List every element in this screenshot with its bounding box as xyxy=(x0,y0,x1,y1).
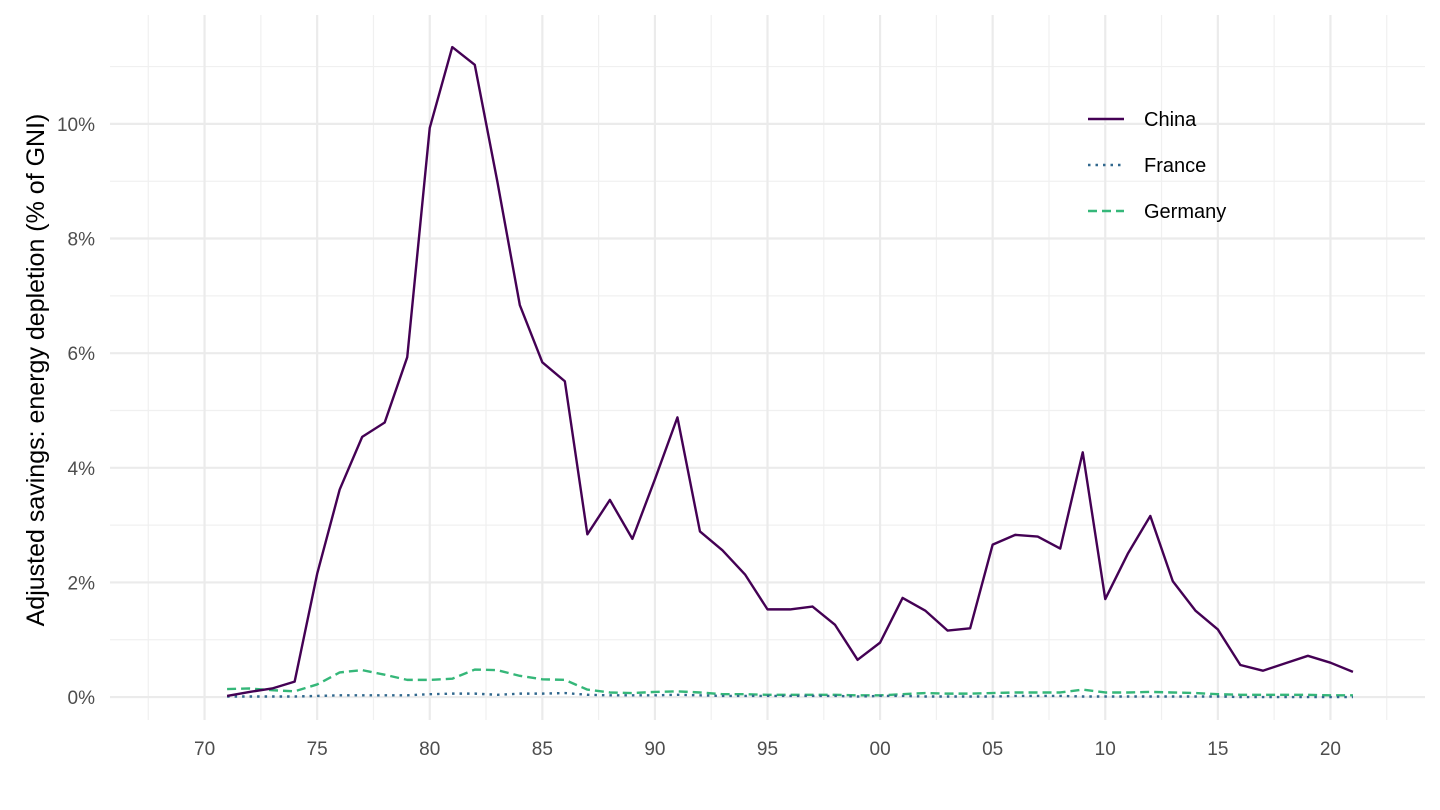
legend-label-germany: Germany xyxy=(1144,201,1226,223)
x-tick-label: 95 xyxy=(757,739,778,760)
x-axis-tick-labels: 70 75 80 85 90 95 00 05 10 15 20 xyxy=(194,739,1341,760)
y-tick-label: 8% xyxy=(68,230,96,251)
y-tick-label: 10% xyxy=(57,115,95,136)
x-tick-label: 80 xyxy=(419,739,440,760)
series-line-china xyxy=(226,45,1354,698)
x-tick-label: 05 xyxy=(982,739,1003,760)
major-gridlines xyxy=(110,15,1425,720)
y-tick-label: 4% xyxy=(68,459,96,480)
legend-label-france: France xyxy=(1144,155,1206,177)
x-tick-label: 10 xyxy=(1095,739,1116,760)
series-lines xyxy=(226,45,1354,699)
x-tick-label: 20 xyxy=(1320,739,1341,760)
x-tick-label: 85 xyxy=(532,739,553,760)
legend-label-china: China xyxy=(1144,109,1197,131)
y-tick-label: 6% xyxy=(68,344,96,365)
x-tick-label: 00 xyxy=(870,739,891,760)
y-tick-label: 0% xyxy=(68,688,96,709)
y-axis-title: Adjusted savings: energy depletion (% of… xyxy=(22,114,50,627)
series-line-germany xyxy=(227,668,1353,697)
x-tick-label: 15 xyxy=(1207,739,1228,760)
y-axis-tick-labels: 0% 2% 4% 6% 8% 10% xyxy=(57,115,95,709)
series-line-france xyxy=(227,691,1353,699)
x-tick-label: 75 xyxy=(307,739,328,760)
y-tick-label: 2% xyxy=(68,573,96,594)
x-tick-label: 90 xyxy=(644,739,665,760)
x-tick-label: 70 xyxy=(194,739,215,760)
legend: China France Germany xyxy=(1088,109,1226,223)
